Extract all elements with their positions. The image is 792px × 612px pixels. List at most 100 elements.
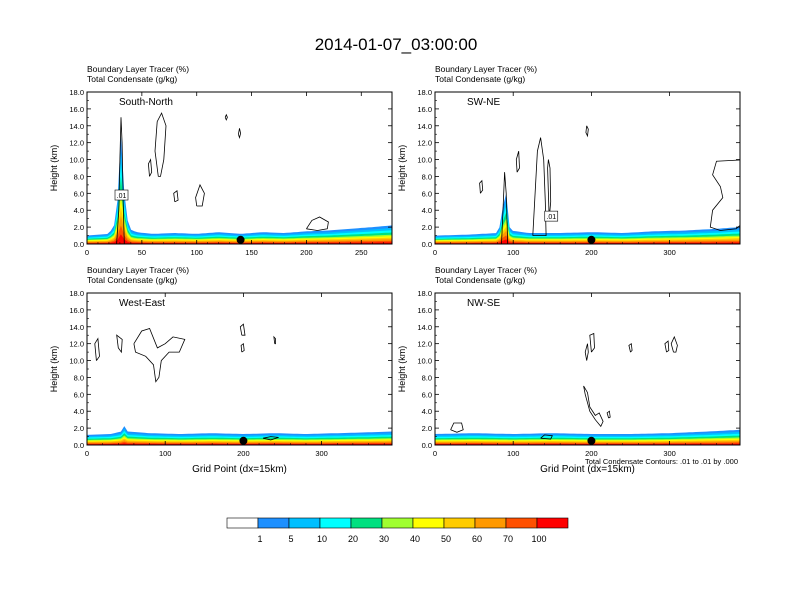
- plot-area: [435, 125, 748, 244]
- tracer-band-6: [435, 222, 740, 244]
- y-tick-label: 14.0: [417, 122, 432, 131]
- colorbar-label: 50: [441, 534, 451, 544]
- contour-note: Total Condensate Contours: .01 to .01 by…: [585, 457, 738, 466]
- condensate-contour: [515, 150, 520, 173]
- colorbar-swatch: [443, 517, 476, 529]
- x-tick-label: 100: [507, 449, 520, 458]
- y-tick-label: 12.0: [69, 139, 84, 148]
- colorbar-swatch: [381, 517, 414, 529]
- y-tick-label: 14.0: [69, 323, 84, 332]
- y-axis-label: Height (km): [397, 346, 407, 393]
- x-axis-label: Grid Point (dx=15km): [192, 464, 287, 475]
- condensate-contour: [479, 179, 484, 194]
- condensate-contour: [547, 159, 552, 219]
- y-tick-label: 10.0: [69, 156, 84, 165]
- condensate-contour: [532, 137, 547, 236]
- condensate-contour: [173, 190, 179, 203]
- x-tick-label: 200: [585, 248, 598, 257]
- x-tick-label: 0: [433, 248, 437, 257]
- condensate-contour: [154, 112, 167, 177]
- location-marker: [587, 235, 596, 244]
- y-tick-label: 18.0: [417, 289, 432, 298]
- condensate-contour: [195, 183, 205, 207]
- panel-nw-se: 0.0 2.0 4.0 6.0 8.0 10.0 12.0 14.0 16.0 18.0 0 100 2…: [397, 265, 741, 475]
- condensate-contour: [224, 113, 228, 121]
- colorbar-label: 60: [472, 534, 482, 544]
- panel-sw-ne: .01 0.0 2.0 4.0 6.0 8.0 10.0 12.0 14.0 16.0 18.0 0 1…: [397, 64, 748, 257]
- figure-title: 2014-01-07_03:00:00: [315, 35, 478, 54]
- condensate-contour: [116, 334, 123, 354]
- colorbar-label: 70: [503, 534, 513, 544]
- y-tick-label: 4.0: [422, 407, 432, 416]
- y-tick-label: 16.0: [69, 105, 84, 114]
- x-tick-label: 0: [85, 449, 89, 458]
- condensate-contour: [709, 159, 740, 231]
- y-tick-label: 4.0: [74, 206, 84, 215]
- panel-label-tracer: Boundary Layer Tracer (%): [87, 265, 189, 275]
- panel-label-condensate: Total Condensate (g/kg): [87, 74, 177, 84]
- y-tick-label: 16.0: [417, 306, 432, 315]
- condensate-contour: [742, 163, 748, 210]
- x-tick-label: 50: [138, 248, 146, 257]
- panel-label-condensate: Total Condensate (g/kg): [87, 275, 177, 285]
- condensate-contour: [239, 323, 246, 336]
- x-tick-label: 300: [663, 449, 676, 458]
- tracer-band-8: [435, 230, 740, 244]
- colorbar-swatch: [536, 517, 569, 529]
- y-tick-label: 8.0: [74, 172, 84, 181]
- x-tick-label: 300: [663, 248, 676, 257]
- panel-label-tracer: Boundary Layer Tracer (%): [435, 64, 537, 74]
- panel-frame: [434, 91, 741, 245]
- x-tick-label: 0: [433, 449, 437, 458]
- x-tick-label: 250: [355, 248, 368, 257]
- y-tick-label: 4.0: [74, 407, 84, 416]
- x-tick-label: 200: [300, 248, 313, 257]
- condensate-contour: [116, 117, 125, 244]
- condensate-contour: [584, 343, 589, 361]
- condensate-contour: [147, 158, 153, 177]
- plot-area: [435, 332, 740, 445]
- condensate-contour: [238, 128, 242, 140]
- x-tick-label: 200: [585, 449, 598, 458]
- x-axis-label: Grid Point (dx=15km): [540, 464, 635, 475]
- y-tick-label: 12.0: [417, 139, 432, 148]
- y-tick-label: 10.0: [69, 357, 84, 366]
- condensate-contour: [670, 335, 678, 353]
- colorbar-label: 30: [379, 534, 389, 544]
- plot-area: [87, 112, 392, 244]
- x-tick-label: 100: [507, 248, 520, 257]
- y-tick-label: 2.0: [74, 223, 84, 232]
- condensate-contour: [240, 342, 245, 353]
- y-axis-label: Height (km): [49, 346, 59, 393]
- colorbar-swatch: [350, 517, 383, 529]
- contour-label: .01: [117, 193, 127, 200]
- condensate-contour: [664, 340, 670, 353]
- y-axis-label: Height (km): [397, 145, 407, 192]
- y-tick-label: 4.0: [422, 206, 432, 215]
- y-tick-label: 6.0: [74, 189, 84, 198]
- y-tick-label: 6.0: [422, 390, 432, 399]
- panel-frame: [86, 91, 393, 245]
- y-tick-label: 18.0: [417, 88, 432, 97]
- x-tick-label: 150: [245, 248, 258, 257]
- panel-label-condensate: Total Condensate (g/kg): [435, 74, 525, 84]
- colorbar-label: 20: [348, 534, 358, 544]
- panel-name: West-East: [119, 298, 165, 309]
- y-tick-label: 14.0: [417, 323, 432, 332]
- condensate-contour: [501, 172, 509, 244]
- condensate-contour: [585, 125, 589, 138]
- y-tick-label: 16.0: [69, 306, 84, 315]
- colorbar-label: 10: [317, 534, 327, 544]
- location-marker: [239, 436, 248, 445]
- condensate-contour: [306, 216, 329, 231]
- location-marker: [236, 235, 245, 244]
- y-tick-label: 0.0: [422, 240, 432, 249]
- condensate-contour: [589, 332, 595, 353]
- colorbar-swatch: [257, 517, 290, 529]
- colorbar-swatch: [288, 517, 321, 529]
- y-tick-label: 6.0: [422, 189, 432, 198]
- x-tick-label: 100: [190, 248, 203, 257]
- panel-label-tracer: Boundary Layer Tracer (%): [435, 265, 537, 275]
- y-tick-label: 8.0: [422, 373, 432, 382]
